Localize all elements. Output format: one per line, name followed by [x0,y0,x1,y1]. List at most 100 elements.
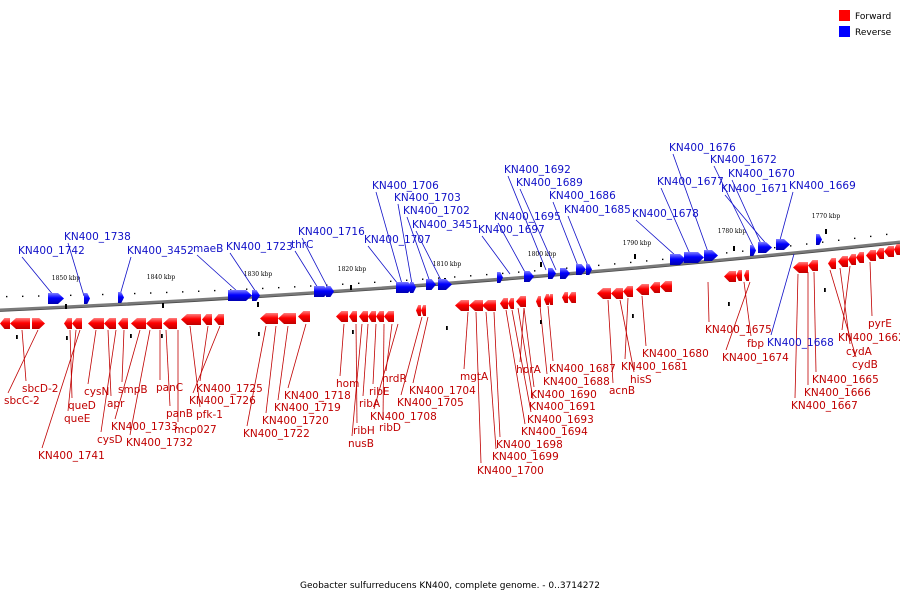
reverse-gene-arrow[interactable] [228,290,252,301]
forward-gene-arrow[interactable] [544,294,549,305]
forward-gene-arrow[interactable] [866,250,876,261]
forward-gene-arrow[interactable] [724,271,736,282]
forward-gene-arrow[interactable] [536,296,541,307]
forward-gene-label[interactable]: smpB [118,384,148,396]
reverse-gene-arrow[interactable] [524,271,534,282]
forward-gene-arrow[interactable] [894,244,900,255]
forward-gene-label[interactable]: KN400_1720 [262,415,329,427]
forward-gene-label[interactable]: KN400_1680 [642,348,709,360]
forward-gene-arrow[interactable] [793,262,808,273]
reverse-gene-label[interactable]: KN400_1695 [494,211,561,223]
forward-gene-label[interactable]: ribD [379,422,401,434]
forward-gene-arrow[interactable] [611,288,623,299]
forward-gene-arrow[interactable] [416,305,421,316]
reverse-gene-arrow[interactable] [670,254,686,265]
reverse-gene-label[interactable]: KN400_1670 [728,168,795,180]
forward-gene-arrow[interactable] [636,284,649,295]
forward-gene-label[interactable]: KN400_1698 [496,439,563,451]
forward-gene-label[interactable]: KN400_1725 [196,383,263,395]
reverse-gene-label[interactable]: KN400_1676 [669,142,736,154]
forward-gene-arrow[interactable] [548,294,553,305]
reverse-gene-arrow[interactable] [816,234,822,245]
reverse-gene-label[interactable]: KN400_1689 [516,177,583,189]
reverse-gene-label[interactable]: KN400_1685 [564,204,631,216]
forward-gene-label[interactable]: KN400_1691 [529,401,596,413]
reverse-gene-arrow[interactable] [560,268,570,279]
reverse-gene-arrow[interactable] [84,293,90,304]
reverse-gene-label[interactable]: KN400_1707 [364,234,431,246]
forward-gene-label[interactable]: KN400_1733 [111,421,178,433]
reverse-gene-label[interactable]: KN400_1723 [226,241,293,253]
forward-gene-label[interactable]: acnB [609,385,635,397]
reverse-gene-arrow[interactable] [497,272,503,283]
forward-gene-arrow[interactable] [650,282,660,293]
reverse-gene-label[interactable]: KN400_1672 [710,154,777,166]
reverse-gene-arrow[interactable] [252,290,260,301]
forward-gene-arrow[interactable] [884,246,894,257]
reverse-gene-label[interactable]: maeB [193,243,223,255]
forward-gene-arrow[interactable] [202,314,212,325]
forward-gene-label[interactable]: KN400_1675 [705,324,772,336]
forward-gene-arrow[interactable] [146,318,162,329]
forward-gene-arrow[interactable] [856,252,864,263]
reverse-gene-arrow[interactable] [758,242,772,253]
forward-gene-arrow[interactable] [744,270,749,281]
forward-gene-arrow[interactable] [500,298,508,309]
reverse-gene-label[interactable]: KN400_3452 [127,245,194,257]
forward-gene-arrow[interactable] [64,318,72,329]
forward-gene-label[interactable]: KN400_1708 [370,411,437,423]
forward-gene-label[interactable]: KN400_1700 [477,465,544,477]
forward-gene-label[interactable]: KN400_1694 [521,426,588,438]
forward-gene-arrow[interactable] [349,311,357,322]
reverse-gene-label[interactable]: KN400_1706 [372,180,439,192]
forward-gene-arrow[interactable] [10,318,30,329]
forward-gene-label[interactable]: KN400_1699 [492,451,559,463]
reverse-gene-label[interactable]: KN400_1686 [549,190,616,202]
forward-gene-arrow[interactable] [336,311,348,322]
reverse-gene-arrow[interactable] [750,245,756,256]
forward-gene-label[interactable]: KN400_1665 [812,374,879,386]
reverse-gene-label[interactable]: KN400_1697 [478,224,545,236]
forward-gene-arrow[interactable] [455,300,469,311]
forward-gene-arrow[interactable] [482,300,496,311]
forward-gene-arrow[interactable] [32,318,45,329]
forward-gene-arrow[interactable] [118,318,128,329]
forward-gene-arrow[interactable] [214,314,224,325]
reverse-gene-arrow[interactable] [438,279,452,290]
forward-gene-arrow[interactable] [278,313,296,324]
forward-gene-label[interactable]: KN400_1687 [549,363,616,375]
forward-gene-arrow[interactable] [876,248,884,259]
reverse-gene-label[interactable]: KN400_1678 [632,208,699,220]
forward-gene-label[interactable]: cysD [97,434,123,446]
reverse-gene-label[interactable]: KN400_1703 [394,192,461,204]
forward-gene-label[interactable]: pfk-1 [196,409,223,421]
forward-gene-arrow[interactable] [828,258,836,269]
forward-gene-label[interactable]: nusB [348,438,374,450]
forward-gene-label[interactable]: KN400_1667 [791,400,858,412]
reverse-gene-label[interactable]: KN400_1692 [504,164,571,176]
forward-gene-label[interactable]: mgtA [460,371,489,383]
reverse-gene-label[interactable]: KN400_1742 [18,245,85,257]
forward-gene-arrow[interactable] [568,292,576,303]
reverse-gene-label[interactable]: KN400_1716 [298,226,365,238]
reverse-gene-arrow[interactable] [118,292,124,303]
forward-gene-label[interactable]: KN400_1690 [530,389,597,401]
forward-gene-arrow[interactable] [131,318,146,329]
forward-gene-arrow[interactable] [660,281,672,292]
forward-gene-label[interactable]: fbp [747,338,764,350]
reverse-gene-arrow[interactable] [326,286,334,297]
forward-gene-label[interactable]: hprA [516,364,542,376]
forward-gene-label[interactable]: hom [336,378,359,390]
reverse-gene-label[interactable]: KN400_3451 [412,219,479,231]
forward-gene-arrow[interactable] [359,311,368,322]
forward-gene-label[interactable]: mcp027 [174,424,217,436]
forward-gene-label[interactable]: cysN [84,386,109,398]
forward-gene-label[interactable]: queD [68,400,96,412]
forward-gene-label[interactable]: panC [156,382,183,394]
forward-gene-arrow[interactable] [808,260,818,271]
forward-gene-label[interactable]: sbcC-2 [4,395,40,407]
forward-gene-arrow[interactable] [72,318,82,329]
forward-gene-label[interactable]: KN400_1726 [189,395,256,407]
forward-gene-arrow[interactable] [376,311,384,322]
reverse-gene-arrow[interactable] [576,264,586,275]
